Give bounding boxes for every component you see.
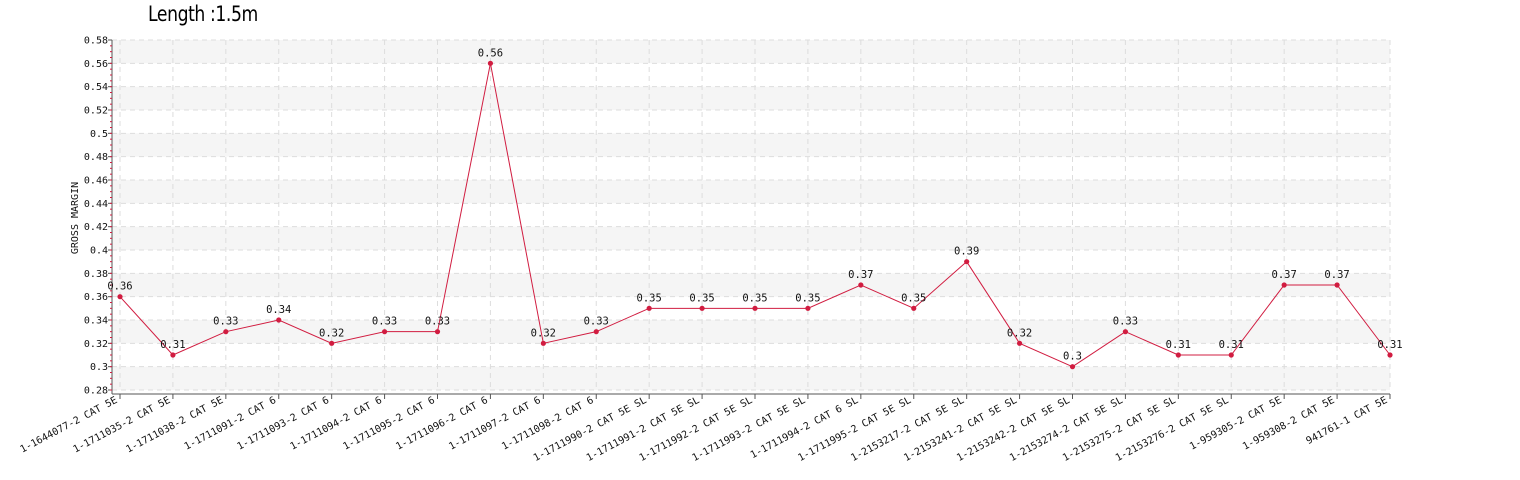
y-tick-label: 0.48 — [84, 152, 108, 163]
data-point — [1334, 282, 1340, 288]
data-label: 0.37 — [1272, 269, 1297, 281]
x-tick-label: 1-959308-2 CAT 5E — [1241, 395, 1337, 453]
y-axis-title: GROSS MARGIN — [70, 182, 81, 254]
data-label: 0.32 — [531, 327, 556, 339]
data-label: 0.35 — [637, 292, 662, 304]
data-label: 0.33 — [584, 316, 609, 328]
y-tick-label: 0.4 — [90, 246, 108, 257]
grid-band — [112, 133, 1390, 157]
x-tick-label: 1-1711095-2 CAT 6 — [341, 395, 437, 453]
data-point — [1175, 352, 1181, 358]
data-point — [1016, 340, 1023, 346]
data-label: 0.37 — [848, 269, 873, 281]
grid-band — [112, 366, 1390, 390]
data-label: 0.32 — [1007, 327, 1032, 339]
data-point — [540, 340, 546, 346]
grid-band — [112, 226, 1390, 250]
data-point — [911, 305, 917, 311]
data-point — [1281, 282, 1287, 288]
chart-title: Length :1.5m — [148, 2, 258, 26]
x-tick-label: 1-959305-2 CAT 5E — [1188, 395, 1284, 453]
data-label: 0.31 — [1219, 339, 1244, 351]
data-point — [170, 352, 176, 358]
y-tick-label: 0.56 — [84, 59, 108, 70]
data-point — [699, 305, 705, 311]
grid-band — [112, 180, 1390, 204]
data-point — [805, 305, 811, 311]
y-axis-ticks: 0.28 0.3 0.32 0.34 0.36 0.38 0.4 0.42 0.44 0.46 0.… — [84, 36, 112, 397]
data-label: 0.35 — [901, 292, 926, 304]
data-point — [593, 329, 599, 335]
y-tick-label: 0.54 — [84, 82, 108, 93]
grid-band — [112, 320, 1390, 344]
x-tick-label: 1-1711038-2 CAT 5E — [124, 395, 225, 456]
y-tick-label: 0.32 — [84, 339, 108, 350]
data-point — [223, 329, 229, 335]
data-label: 0.39 — [954, 246, 979, 258]
data-label: 0.31 — [160, 339, 185, 351]
data-label: 0.36 — [107, 281, 132, 293]
data-point — [117, 294, 123, 300]
grid-lines — [112, 39, 1391, 391]
data-label: 0.35 — [742, 292, 767, 304]
data-point — [1122, 329, 1129, 335]
data-point — [964, 259, 970, 265]
data-label: 0.33 — [425, 316, 450, 328]
data-label: 0.34 — [266, 304, 291, 316]
x-tick-label: 1-1711096-2 CAT 6 — [394, 395, 490, 453]
grid-band — [112, 40, 1390, 64]
data-point — [1228, 352, 1234, 358]
x-tick-label: 1-1711094-2 CAT 6 — [288, 395, 384, 453]
data-point — [646, 305, 652, 311]
data-point — [434, 329, 441, 335]
data-point — [381, 329, 388, 335]
grid-bands — [112, 40, 1390, 390]
data-point — [276, 317, 282, 323]
data-label: 0.37 — [1324, 269, 1349, 281]
x-tick-label: 1-1644077-2 CAT 5E — [19, 395, 120, 456]
data-label: 0.56 — [478, 47, 503, 59]
y-tick-label: 0.38 — [84, 269, 108, 280]
y-tick-label: 0.46 — [84, 176, 108, 187]
data-label: 0.33 — [1113, 316, 1138, 328]
y-tick-label: 0.42 — [84, 222, 108, 233]
x-tick-label: 1-1711091-2 CAT 6 — [183, 395, 279, 453]
y-tick-label: 0.5 — [90, 129, 108, 140]
x-tick-label: 1-1711093-2 CAT 6 — [236, 395, 332, 453]
data-label: 0.35 — [689, 292, 714, 304]
grid-band — [112, 86, 1390, 110]
x-tick-label: 1-1711035-2 CAT 5E — [71, 395, 172, 456]
data-label: 0.31 — [1166, 339, 1191, 351]
y-tick-label: 0.44 — [84, 199, 108, 210]
x-axis-ticks: 1-1644077-2 CAT 5E1-1711035-2 CAT 5E1-17… — [19, 394, 1391, 464]
y-tick-label: 0.3 — [90, 362, 108, 373]
data-point — [752, 305, 758, 311]
data-label: 0.35 — [795, 292, 820, 304]
x-tick-label: 1-1711098-2 CAT 6 — [500, 395, 596, 453]
data-label: 0.32 — [319, 327, 344, 339]
data-label: 0.33 — [372, 316, 397, 328]
data-label: 0.33 — [213, 316, 238, 328]
y-tick-label: 0.36 — [84, 292, 108, 303]
y-tick-label: 0.28 — [84, 386, 108, 397]
data-label: 0.31 — [1377, 339, 1402, 351]
series-points — [117, 60, 1393, 370]
axes — [111, 40, 1390, 395]
data-labels: 0.36 0.31 0.33 0.34 0.32 0.33 0.33 0.56 0.32 0.33… — [107, 47, 1402, 362]
y-tick-label: 0.34 — [84, 316, 108, 327]
x-tick-label: 1-1711097-2 CAT 6 — [447, 395, 543, 453]
grid-band — [112, 273, 1390, 297]
data-label: 0.3 — [1063, 351, 1082, 363]
data-point — [1069, 364, 1076, 370]
data-point — [858, 282, 864, 288]
data-point — [1387, 352, 1393, 358]
data-point — [329, 340, 335, 346]
y-tick-label: 0.52 — [84, 106, 108, 117]
y-tick-label: 0.58 — [84, 36, 108, 47]
data-point — [487, 60, 494, 66]
